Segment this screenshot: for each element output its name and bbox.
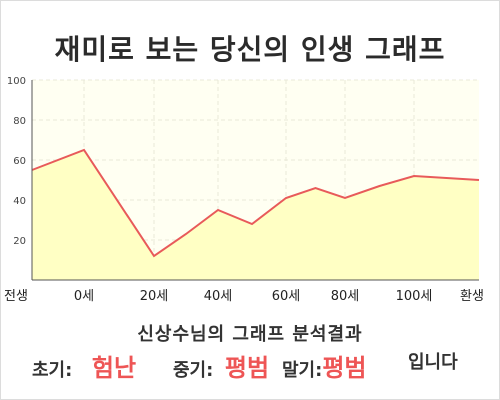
series-line — [31, 148, 480, 258]
ending-text: 입니다 — [408, 352, 458, 373]
y-tick-label: 100 — [7, 76, 26, 87]
area-fill — [32, 150, 479, 280]
y-tick-label: 80 — [13, 116, 26, 127]
late-value: 평범 — [322, 354, 367, 382]
chart-title: 재미로 보는 당신의 인생 그래프 — [54, 33, 446, 66]
result-ending: 입니다 — [408, 348, 458, 374]
early-label: 초기: — [32, 360, 73, 381]
x-tick-label: 20세 — [140, 289, 169, 304]
y-tick-label: 40 — [13, 196, 26, 207]
early-stage: 초기: 험난 — [32, 348, 136, 383]
x-tick-labels: 전생 0세 20세 40세 60세 80세 100세 환생 — [4, 289, 484, 304]
x-tick-label: 60세 — [272, 289, 301, 304]
y-tick-label: 60 — [13, 156, 26, 167]
y-tick-label: 20 — [13, 236, 26, 247]
x-tick-label: 40세 — [204, 289, 233, 304]
x-tick-label: 100세 — [396, 289, 433, 304]
mid-stage: 중기: 평범 — [173, 348, 269, 383]
mid-value: 평범 — [224, 354, 270, 382]
x-tick-label: 환생 — [460, 289, 484, 304]
mid-label: 중기: — [173, 360, 214, 381]
result-heading: 신상수님의 그래프 분석결과 — [137, 324, 363, 345]
early-value: 험난 — [91, 354, 137, 382]
y-tick-labels: 20 40 60 80 100 — [7, 76, 26, 247]
late-stage: 말기:평범 — [282, 348, 367, 383]
x-tick-label: 전생 — [4, 289, 28, 304]
late-label: 말기: — [282, 360, 323, 381]
x-tick-label: 0세 — [74, 289, 94, 304]
x-tick-label: 80세 — [331, 289, 360, 304]
